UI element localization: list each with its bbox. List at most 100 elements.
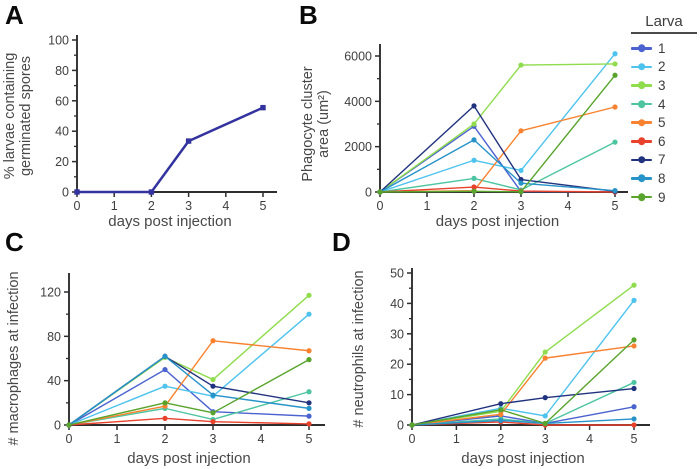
series-line-Larva 8: [379, 139, 616, 193]
legend-item-2: 2: [631, 58, 697, 77]
data-point: [471, 188, 477, 194]
y-axis-title: Phagocyte cluster: [300, 66, 316, 181]
data-point: [498, 411, 504, 417]
panel-label-b: B: [299, 0, 319, 30]
x-tick-label: 2: [497, 432, 504, 446]
data-point: [409, 422, 415, 428]
y-tick-label: 0: [397, 419, 404, 433]
data-point: [306, 413, 312, 419]
y-tick-label: 0: [365, 186, 372, 200]
y-tick-label: 40: [390, 297, 404, 311]
data-point: [162, 415, 168, 421]
y-tick-label: 40: [55, 125, 69, 139]
data-point: [518, 189, 524, 195]
y-tick-label: 0: [62, 186, 69, 200]
data-point: [148, 189, 155, 195]
x-tick-label: 5: [306, 432, 313, 446]
series-line-Larva 6: [68, 417, 310, 426]
y-axis-title: area (um²): [316, 90, 332, 158]
series-marker-icon: [631, 155, 652, 164]
y-tick-label: 2000: [344, 140, 372, 154]
x-tick-label: 3: [210, 432, 217, 446]
series-line-Larva 3: [68, 294, 310, 426]
series-line-Larva 9: [379, 74, 616, 193]
legend-item-9: 9: [631, 188, 697, 207]
y-tick-label: 80: [47, 330, 61, 344]
legend-item-8: 8: [631, 169, 697, 188]
x-tick-label: 3: [542, 432, 549, 446]
data-point: [210, 419, 216, 425]
y-axis-title: % larvae containing: [2, 53, 18, 180]
series-line-Larva 2: [379, 53, 616, 193]
x-tick-label: 5: [260, 199, 267, 213]
data-point: [631, 337, 637, 343]
data-point: [542, 420, 548, 427]
data-point: [471, 137, 477, 143]
data-point: [306, 405, 312, 411]
x-tick-label: 4: [565, 199, 572, 213]
legend-item-1: 1: [631, 39, 697, 58]
legend-item-label: 8: [658, 170, 666, 186]
data-point: [498, 417, 504, 424]
series-line-Larva 5: [68, 340, 310, 426]
series-marker-icon: [631, 81, 652, 90]
series-line-percent larvae germinated: [77, 106, 264, 194]
x-tick-label: 1: [453, 432, 460, 446]
data-point: [185, 138, 192, 144]
data-point: [612, 139, 618, 145]
y-axis-title: germinated spores: [18, 56, 34, 176]
x-tick-label: 0: [66, 432, 73, 446]
data-point: [542, 355, 548, 361]
x-tick-label: 1: [114, 432, 121, 446]
y-tick-label: 100: [48, 34, 69, 48]
data-point: [518, 167, 524, 174]
data-point: [631, 422, 637, 428]
legend-item-label: 9: [658, 189, 666, 205]
y-tick-label: 20: [55, 155, 69, 169]
series-marker-icon: [631, 62, 652, 71]
legend-item-label: 6: [658, 133, 666, 149]
data-point: [471, 175, 477, 181]
data-point: [306, 357, 312, 363]
x-tick-label: 5: [631, 432, 638, 446]
data-point: [612, 72, 618, 78]
x-tick-label: 2: [162, 432, 169, 446]
legend-item-label: 2: [658, 59, 666, 75]
data-point: [210, 383, 216, 389]
panel-label-a: A: [5, 0, 25, 30]
data-point: [210, 392, 216, 398]
data-point: [471, 121, 477, 127]
panel-a-chart: 0 1 2 3 4 5 0 20 40 60 80 100 days post injection % l…: [2, 34, 277, 230]
data-point: [518, 62, 524, 68]
data-point: [631, 343, 637, 349]
panel-label-d: D: [332, 227, 352, 257]
data-point: [612, 51, 618, 57]
legend-item-label: 1: [658, 40, 666, 56]
legend-item-label: 4: [658, 96, 666, 112]
panel-b-chart: 0 1 2 3 4 5 0 2000 4000 6000 days post injection Ph…: [300, 44, 628, 230]
y-axis-title: # macrophages at infection: [6, 271, 22, 445]
data-point: [306, 400, 312, 406]
data-point: [498, 401, 504, 407]
y-tick-label: 50: [390, 267, 404, 281]
y-tick-label: 60: [55, 94, 69, 108]
data-point: [471, 157, 477, 163]
data-point: [162, 353, 168, 359]
series-marker-icon: [631, 174, 652, 183]
data-point: [210, 376, 216, 383]
x-axis-title: days post injection: [127, 450, 250, 467]
data-point: [631, 404, 637, 410]
data-point: [542, 413, 548, 419]
series-line-Larva 8: [68, 355, 310, 426]
data-point: [542, 349, 548, 355]
legend-item-label: 7: [658, 152, 666, 168]
series-marker-icon: [631, 118, 652, 127]
legend-items: 1 2 3 4 5 6 7 8 9: [631, 39, 697, 206]
data-point: [162, 366, 168, 373]
data-point: [306, 292, 312, 298]
data-point: [518, 180, 524, 186]
y-axis-title: # neutrophils at infection: [351, 270, 367, 427]
data-point: [612, 104, 618, 110]
